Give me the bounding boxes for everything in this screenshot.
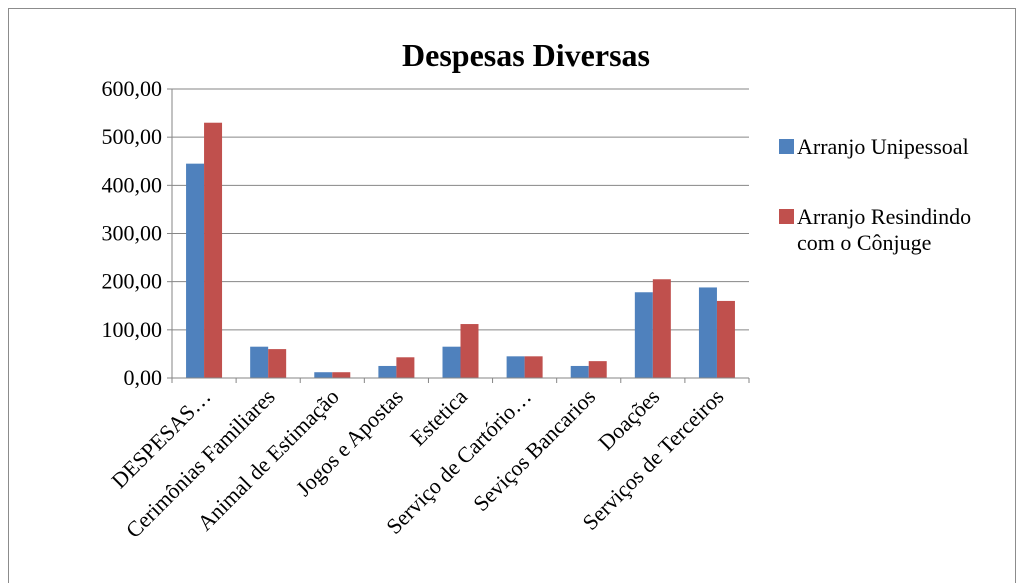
y-tick-label: 300,00 [102, 221, 163, 246]
y-tick-label: 100,00 [102, 317, 163, 342]
bar [588, 361, 607, 378]
x-tick-label: Seviços Bancarios [468, 384, 600, 516]
y-axis-ticks: 0,00 100,00 200,00 300,00 400,00 500,00 600,00 [102, 76, 172, 390]
axes [171, 89, 749, 379]
y-tick-label: 200,00 [102, 269, 163, 294]
bar [204, 122, 223, 378]
y-tick-label: 0,00 [124, 365, 163, 390]
bar [652, 279, 671, 378]
legend-swatch-series-2 [779, 209, 794, 224]
bar [314, 372, 333, 378]
bar [524, 356, 543, 378]
bar [442, 346, 461, 378]
chart-title: Despesas Diversas [402, 37, 650, 73]
y-tick-label: 600,00 [102, 76, 163, 101]
legend-label-series-1: Arranjo Unipessoal [797, 134, 969, 159]
legend-label-series-2: Arranjo Resindindo com o Cônjuge [797, 204, 972, 255]
chart-frame: Despesas Diversas 0,00 100,00 200,00 300,00… [8, 8, 1016, 583]
bar [378, 365, 397, 378]
bar [570, 365, 589, 378]
bar [460, 324, 479, 378]
bar [268, 349, 287, 378]
bar-chart: Despesas Diversas 0,00 100,00 200,00 300,00… [102, 37, 750, 543]
bar [186, 163, 205, 378]
bar [396, 357, 415, 378]
bars [186, 122, 735, 378]
legend-swatch-series-1 [779, 139, 794, 154]
y-tick-label: 500,00 [102, 124, 163, 149]
y-tick-label: 400,00 [102, 172, 163, 197]
bar [698, 287, 717, 378]
bar [716, 300, 735, 378]
bar [332, 372, 351, 378]
bar [250, 346, 269, 378]
bar [506, 356, 525, 378]
bar [634, 292, 653, 378]
